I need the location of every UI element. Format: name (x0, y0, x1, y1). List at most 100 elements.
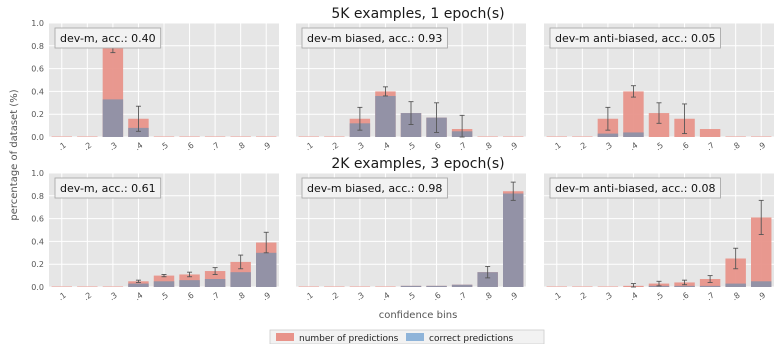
y-tick-label: 1.0 (31, 169, 44, 178)
panel-annotation-box (549, 27, 721, 49)
bar-total (256, 136, 277, 137)
bar-total (725, 136, 746, 137)
bar-total (503, 136, 524, 137)
bar-correct (699, 285, 721, 287)
bar-total (725, 258, 746, 287)
panel-annotation: dev-m biased, acc.: 0.93 (307, 32, 442, 45)
bar-total (699, 129, 721, 137)
bar-total (349, 286, 371, 287)
y-tick-label: 0.8 (31, 42, 44, 51)
bar-correct (102, 99, 124, 137)
x-tick-label: .7 (210, 291, 221, 303)
x-tick-label: .5 (654, 291, 665, 303)
x-tick-label: .7 (457, 291, 468, 303)
x-tick-label: .2 (329, 291, 340, 303)
bar-correct (256, 252, 277, 287)
x-tick-label: .3 (602, 141, 613, 153)
bar-correct (426, 285, 447, 287)
x-tick-label: .7 (705, 141, 716, 153)
bar-total (77, 286, 98, 287)
x-tick-label: .7 (210, 141, 221, 153)
x-tick-label: .3 (354, 141, 365, 153)
x-tick-label: .1 (56, 291, 67, 303)
x-tick-label: .4 (133, 141, 144, 153)
bar-total (230, 136, 251, 137)
panel-annotation: dev-m biased, acc.: 0.98 (307, 182, 442, 195)
y-tick-label: 0.4 (31, 87, 44, 96)
x-tick-label: .1 (56, 141, 67, 153)
panel-annotation-box (54, 177, 162, 199)
legend-label-total: number of predictions (299, 334, 399, 344)
subplot-2: .1 .2 .3 .4 .5 .6 .7 .8 .9 dev-m biased, acc.: 0.… (296, 22, 526, 153)
y-tick-label: 0.2 (31, 110, 44, 119)
panel-annotation-box (54, 27, 162, 49)
legend-swatch-correct (406, 333, 424, 341)
panel-annotation: dev-m, acc.: 0.61 (60, 182, 156, 195)
subplot-3: .1 .2 .3 .4 .5 .6 .7 .8 .9 dev-m anti-biased, acc… (544, 22, 774, 153)
y-tick-label: 0.6 (31, 215, 44, 224)
x-tick-label: .3 (107, 141, 118, 153)
bar-total (751, 217, 772, 287)
x-tick-label: .9 (261, 291, 272, 303)
panel-annotation: dev-m anti-biased, acc.: 0.05 (555, 32, 715, 45)
bar-total (51, 136, 72, 137)
x-tick-label: .2 (82, 141, 93, 153)
y-tick-label: 0.8 (31, 192, 44, 201)
y-tick-label: 1.0 (31, 19, 44, 28)
y-axis-label: percentage of dataset (%) (9, 89, 20, 220)
x-tick-label: .4 (628, 141, 639, 153)
x-tick-label: .1 (551, 291, 562, 303)
x-tick-label: .2 (577, 141, 588, 153)
x-tick-label: .6 (679, 141, 690, 153)
bar-correct (375, 95, 396, 137)
bar-correct (451, 284, 473, 287)
x-tick-label: .2 (577, 291, 588, 303)
bar-total (324, 286, 345, 287)
panel-annotation: dev-m anti-biased, acc.: 0.08 (555, 182, 715, 195)
y-tick-label: 0.4 (31, 237, 44, 246)
legend-swatch-total (276, 333, 294, 341)
x-tick-label: .3 (354, 291, 365, 303)
x-tick-label: .5 (159, 291, 170, 303)
y-tick-label: 0.0 (31, 283, 44, 292)
x-tick-label: .8 (235, 141, 246, 153)
x-tick-label: .3 (602, 291, 613, 303)
bar-correct (230, 272, 251, 287)
x-tick-label: .5 (406, 291, 417, 303)
bar-correct (128, 283, 149, 287)
x-tick-label: .7 (457, 141, 468, 153)
bar-total (298, 136, 319, 137)
panel-annotation: dev-m, acc.: 0.40 (60, 32, 156, 45)
bar-correct (725, 283, 746, 287)
bar-correct (751, 281, 772, 287)
x-tick-label: .9 (508, 141, 519, 153)
bar-total (51, 286, 72, 287)
x-tick-label: .3 (107, 291, 118, 303)
x-tick-label: .1 (551, 141, 562, 153)
bar-correct (623, 132, 644, 137)
x-tick-label: .5 (159, 141, 170, 153)
x-axis-label: confidence bins (379, 310, 458, 321)
x-tick-label: .9 (508, 291, 519, 303)
bar-total (298, 286, 319, 287)
row-title-top: 5K examples, 1 epoch(s) (331, 6, 504, 22)
x-tick-label: .4 (380, 141, 391, 153)
x-tick-label: .9 (756, 141, 767, 153)
bar-correct (674, 285, 695, 287)
x-tick-label: .9 (261, 141, 272, 153)
x-tick-label: .8 (482, 141, 493, 153)
subplot-6: .1 .2 .3 .4 .5 .6 .7 .8 .9 dev-m anti-biased, acc… (544, 172, 774, 303)
bar-correct (179, 280, 200, 287)
x-tick-label: .4 (133, 291, 144, 303)
legend-label-correct: correct predictions (429, 334, 514, 344)
bar-total (597, 286, 619, 287)
bar-correct (400, 113, 422, 137)
legend: number of predictions correct prediction… (269, 329, 545, 344)
bar-total (751, 136, 772, 137)
y-tick-label: 0.0 (31, 133, 44, 142)
x-tick-label: .8 (235, 291, 246, 303)
x-tick-label: .6 (431, 291, 442, 303)
panel-annotation-box (301, 177, 448, 199)
bar-correct (153, 281, 175, 287)
